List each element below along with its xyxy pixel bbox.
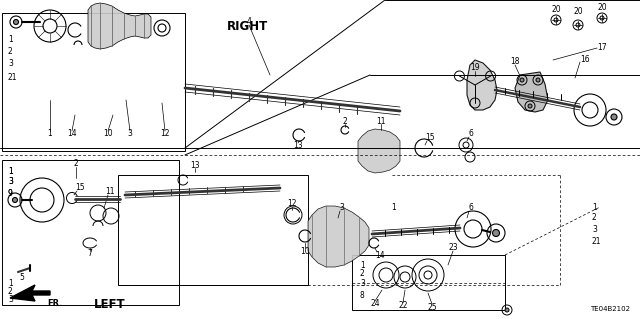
Text: 2: 2: [360, 270, 365, 278]
Text: 19: 19: [470, 63, 480, 72]
Text: 1: 1: [8, 167, 13, 176]
Circle shape: [505, 308, 509, 312]
Text: 14: 14: [375, 250, 385, 259]
Polygon shape: [467, 60, 497, 110]
Polygon shape: [10, 285, 50, 301]
Text: 3: 3: [8, 58, 13, 68]
Text: 18: 18: [510, 57, 520, 66]
Text: FR.: FR.: [47, 299, 63, 308]
Text: 11: 11: [376, 116, 386, 125]
Text: 3: 3: [8, 177, 13, 187]
Polygon shape: [515, 72, 548, 112]
Bar: [2, 160, 179, 305]
Text: 3: 3: [592, 225, 597, 234]
Text: 1: 1: [8, 35, 13, 44]
Text: 12: 12: [287, 199, 297, 209]
Polygon shape: [308, 206, 369, 267]
Text: 13: 13: [190, 160, 200, 169]
Text: 3: 3: [360, 278, 365, 287]
Text: 1: 1: [592, 204, 596, 212]
Text: 22: 22: [398, 301, 408, 310]
Text: LEFT: LEFT: [94, 299, 126, 311]
Circle shape: [13, 197, 17, 203]
Text: 6: 6: [468, 130, 474, 138]
Text: 15: 15: [425, 133, 435, 143]
Text: 7: 7: [88, 249, 92, 258]
Text: 3: 3: [127, 130, 132, 138]
Text: 1: 1: [392, 203, 396, 211]
Text: 2: 2: [342, 116, 348, 125]
Bar: [352, 255, 505, 310]
Text: 5: 5: [20, 273, 24, 283]
Text: 8: 8: [360, 291, 365, 300]
Text: RIGHT: RIGHT: [227, 20, 269, 33]
Text: 23: 23: [448, 243, 458, 253]
Text: 11: 11: [105, 188, 115, 197]
Text: 1: 1: [8, 278, 13, 287]
Text: 13: 13: [293, 142, 303, 151]
Circle shape: [528, 104, 532, 108]
Text: 3: 3: [8, 177, 13, 187]
Circle shape: [536, 78, 540, 82]
Text: 15: 15: [75, 183, 85, 192]
Text: 2: 2: [592, 213, 596, 222]
Text: TE04B2102: TE04B2102: [590, 306, 630, 312]
Text: 6: 6: [468, 204, 474, 212]
Polygon shape: [358, 129, 400, 173]
Text: 1: 1: [360, 261, 365, 270]
Text: 9: 9: [8, 189, 13, 197]
Text: 9: 9: [8, 189, 13, 197]
Circle shape: [13, 19, 19, 25]
Text: 10: 10: [300, 247, 310, 256]
Text: 17: 17: [597, 43, 607, 53]
Text: 10: 10: [103, 130, 113, 138]
Text: 3: 3: [340, 204, 344, 212]
Text: 20: 20: [597, 4, 607, 12]
Text: 4: 4: [246, 18, 252, 26]
Text: 24: 24: [370, 300, 380, 308]
Text: 2: 2: [74, 160, 78, 168]
Text: 2: 2: [8, 48, 13, 56]
Circle shape: [493, 229, 499, 236]
Bar: [118, 175, 308, 285]
Circle shape: [611, 114, 617, 120]
Text: 25: 25: [427, 302, 437, 311]
Circle shape: [520, 78, 524, 82]
Polygon shape: [88, 3, 151, 49]
Text: 14: 14: [67, 130, 77, 138]
Text: 3: 3: [8, 294, 13, 303]
Text: 20: 20: [573, 8, 583, 17]
Text: 1: 1: [8, 167, 13, 176]
Text: 21: 21: [8, 73, 17, 83]
Text: 12: 12: [160, 130, 170, 138]
Text: 21: 21: [592, 238, 602, 247]
Text: 16: 16: [580, 56, 590, 64]
Text: 20: 20: [551, 5, 561, 14]
Text: 2: 2: [8, 286, 13, 295]
Bar: [2, 13, 185, 151]
Text: 1: 1: [47, 130, 52, 138]
